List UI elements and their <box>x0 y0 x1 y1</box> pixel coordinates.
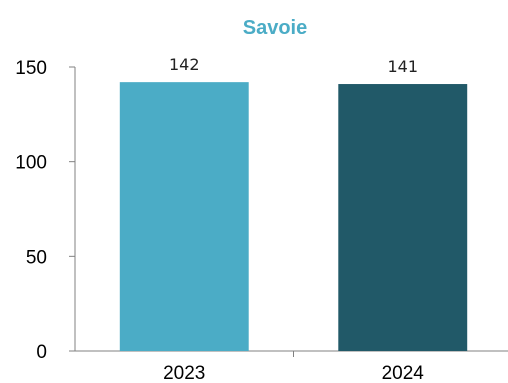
data-label-2023: 142 <box>169 55 200 74</box>
bar-2024 <box>338 84 468 351</box>
y-axis: 0 50 100 150 <box>15 58 76 363</box>
y-tick-label: 150 <box>15 58 47 79</box>
y-tick-label: 50 <box>26 247 47 268</box>
chart-title: Savoie <box>243 17 307 39</box>
bars <box>119 82 468 351</box>
data-labels: 142 141 <box>169 55 418 76</box>
y-tick-label: 100 <box>15 153 47 174</box>
x-axis: 2023 2024 <box>75 350 508 383</box>
data-label-2024: 141 <box>387 57 418 76</box>
x-tick-label-2024: 2024 <box>382 363 425 383</box>
x-tick-label-2023: 2023 <box>163 363 205 383</box>
bar-2023 <box>119 82 249 351</box>
y-tick-label: 0 <box>36 342 47 363</box>
